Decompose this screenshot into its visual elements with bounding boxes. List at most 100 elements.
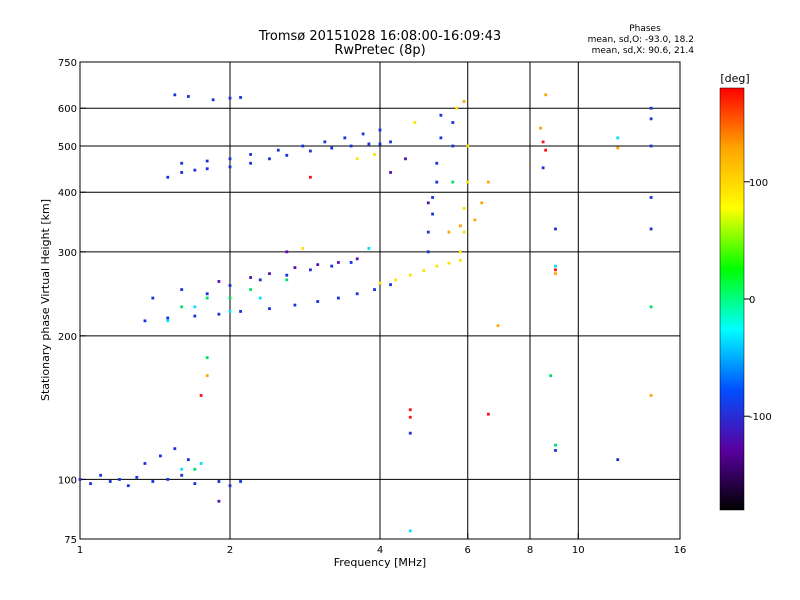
data-point: [228, 310, 232, 313]
data-point: [649, 106, 653, 110]
x-tick-label: 1: [77, 545, 83, 556]
data-point: [544, 148, 548, 152]
colorbar-tick-label: 100: [749, 178, 768, 189]
phases-annotation-title: Phases: [629, 24, 661, 34]
x-tick-label: 6: [465, 545, 471, 556]
data-point: [426, 250, 430, 254]
x-axis-label: Frequency [MHz]: [334, 556, 426, 569]
x-tick-label: 8: [527, 545, 533, 556]
data-point: [323, 140, 327, 144]
data-point: [539, 126, 542, 130]
y-tick-label: 75: [64, 535, 77, 546]
data-point: [249, 276, 253, 279]
x-axis-ticks: 1 2 4 6 8 10 16: [77, 533, 686, 556]
data-point: [336, 261, 340, 264]
data-point: [78, 478, 82, 481]
data-point: [166, 316, 170, 320]
data-point: [649, 227, 653, 231]
y-tick-label: 400: [58, 188, 77, 199]
data-point: [276, 148, 280, 152]
data-point: [459, 250, 462, 254]
data-point: [180, 171, 184, 174]
data-point: [349, 144, 353, 148]
data-point: [413, 121, 417, 124]
data-point: [616, 146, 620, 150]
data-point: [228, 165, 232, 169]
data-point: [193, 314, 197, 318]
data-point: [404, 157, 407, 161]
data-point: [373, 153, 376, 156]
data-point: [99, 473, 103, 477]
data-point: [293, 266, 297, 269]
data-point: [473, 218, 477, 222]
colorbar-tick-label: 0: [749, 295, 755, 306]
data-point: [268, 157, 271, 161]
data-point: [217, 280, 221, 283]
data-point: [159, 454, 162, 458]
data-point: [173, 447, 177, 451]
data-point: [166, 478, 170, 481]
data-point: [447, 261, 451, 265]
data-point: [199, 394, 203, 397]
data-point: [217, 312, 221, 316]
data-point: [228, 484, 232, 488]
data-point: [199, 462, 203, 465]
y-tick-label: 600: [58, 104, 77, 115]
y-tick-label: 100: [58, 475, 77, 486]
data-point: [217, 480, 221, 483]
data-point: [378, 281, 382, 285]
data-point: [389, 283, 392, 287]
data-point: [394, 278, 398, 282]
data-point: [422, 269, 426, 272]
data-point: [459, 258, 462, 262]
data-point: [205, 159, 209, 163]
data-point: [496, 324, 500, 328]
data-point: [431, 212, 434, 216]
data-point: [554, 272, 557, 276]
data-point: [435, 264, 439, 268]
y-tick-label: 750: [58, 58, 77, 69]
data-point: [367, 142, 371, 146]
x-tick-label: 4: [377, 545, 383, 556]
data-point: [193, 467, 197, 471]
data-point: [186, 458, 190, 462]
data-point: [239, 480, 242, 483]
chart-subtitle: RwPretec (8p): [334, 43, 425, 58]
data-point: [268, 307, 271, 311]
data-point: [316, 263, 320, 267]
data-point: [228, 284, 232, 287]
data-point: [486, 412, 490, 416]
data-point: [554, 449, 557, 452]
data-point: [616, 136, 620, 140]
data-point: [378, 142, 382, 146]
data-point: [330, 264, 334, 268]
data-point: [426, 201, 430, 205]
data-point: [205, 356, 209, 360]
data-point: [389, 140, 392, 144]
data-point: [649, 144, 653, 148]
data-point: [544, 93, 548, 97]
y-axis-label: Stationary phase Virtual Height [km]: [39, 199, 52, 401]
data-point: [211, 98, 215, 102]
data-point: [135, 475, 139, 479]
data-point: [367, 246, 371, 250]
data-point: [447, 230, 451, 234]
data-point: [293, 303, 297, 307]
y-tick-label: 500: [58, 142, 77, 153]
data-point: [180, 305, 184, 309]
colorbar-label: [deg]: [720, 72, 749, 85]
data-point: [258, 278, 262, 282]
data-point: [408, 529, 412, 533]
data-point: [180, 473, 184, 477]
data-point: [649, 117, 653, 121]
data-point: [378, 128, 382, 132]
data-point: [151, 480, 155, 483]
data-point: [205, 167, 209, 171]
data-point: [408, 273, 412, 277]
x-tick-label: 10: [572, 545, 585, 556]
data-point: [554, 268, 557, 272]
data-point: [462, 230, 466, 234]
data-point: [330, 146, 334, 150]
data-point: [336, 296, 340, 300]
